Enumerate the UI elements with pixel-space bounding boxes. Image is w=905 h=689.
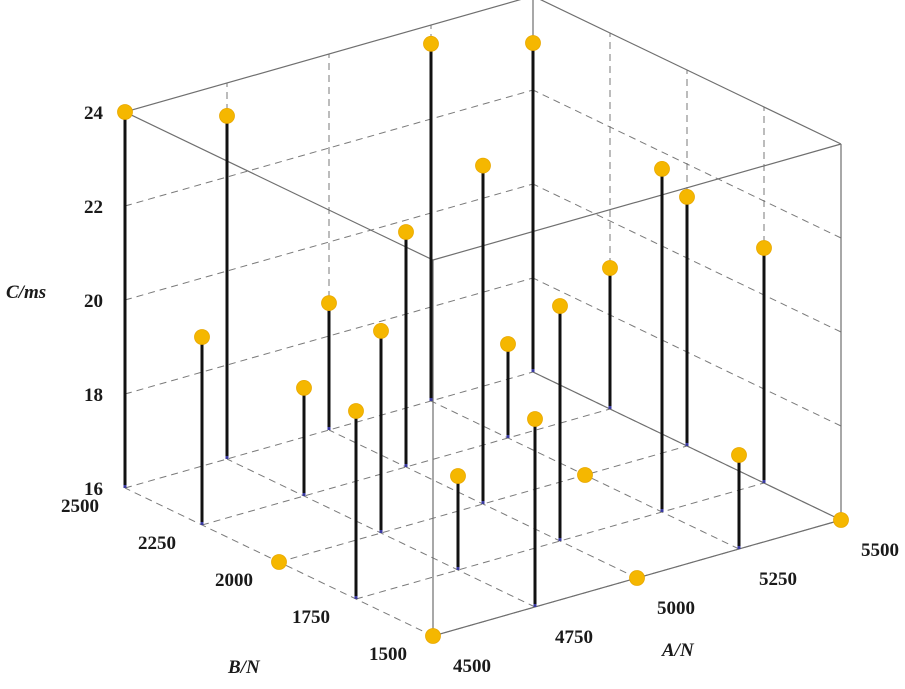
data-point-marker	[525, 35, 541, 51]
box-edge-line	[124, 111, 434, 261]
x-tick-label: 5000	[657, 598, 695, 619]
x-tick-label: 4750	[555, 627, 593, 648]
floor-grid-line	[201, 408, 611, 526]
data-point-marker	[629, 570, 645, 586]
data-point-marker	[475, 157, 491, 174]
z-tick-label: 16	[84, 479, 103, 500]
x-tick-label: 5500	[861, 540, 899, 561]
z-axis-title: C/ms	[6, 282, 46, 303]
markers-layer	[117, 35, 849, 644]
z-tick-label: 20	[84, 291, 103, 312]
z-tick-label: 22	[84, 197, 103, 218]
side-wall-grid-line	[532, 89, 842, 239]
y-axis-title: B/N	[227, 657, 261, 678]
back-wall-grid-line	[124, 89, 534, 207]
data-point-marker	[423, 35, 439, 52]
floor-grid-line	[278, 445, 688, 563]
data-point-marker	[602, 260, 618, 276]
floor-grid-line	[124, 371, 534, 489]
z-tick-label: 24	[84, 103, 104, 124]
data-point-marker	[756, 240, 772, 256]
box-edge-line	[432, 143, 842, 261]
data-point-marker	[194, 329, 210, 345]
data-point-marker	[425, 628, 441, 644]
data-point-marker	[500, 336, 516, 352]
data-point-marker	[117, 104, 133, 120]
x-tick-label: 5250	[759, 569, 797, 590]
y-tick-label: 2250	[138, 533, 176, 554]
floor-grid-line	[355, 482, 765, 600]
box-edge-line	[539, 0, 842, 145]
data-point-marker	[527, 411, 543, 427]
labels-layer: C/ms B/N A/N 16 18 20 22 24 1500 1750 2000 2250 2…	[6, 103, 899, 678]
data-point-marker	[398, 224, 414, 240]
data-point-marker	[833, 512, 849, 528]
data-point-marker	[679, 188, 695, 205]
data-point-marker	[577, 467, 593, 483]
data-point-marker	[348, 403, 364, 419]
back-wall-grid-line	[124, 277, 534, 395]
data-point-marker	[373, 322, 389, 339]
y-tick-label: 2000	[215, 570, 253, 591]
y-tick-label: 1500	[369, 644, 407, 665]
x-tick-label: 4500	[453, 656, 491, 677]
box-edge-line	[124, 0, 522, 113]
data-point-marker	[296, 379, 312, 396]
data-point-marker	[321, 295, 337, 312]
data-point-marker	[654, 160, 670, 177]
y-tick-label: 1750	[292, 607, 330, 628]
data-point-marker	[552, 298, 568, 314]
x-axis-title: A/N	[661, 640, 695, 661]
z-tick-label: 18	[84, 385, 103, 406]
back-wall-grid-line	[124, 183, 534, 301]
data-point-marker	[271, 554, 287, 570]
data-point-marker	[450, 468, 466, 484]
data-point-marker	[219, 108, 235, 124]
data-point-marker	[731, 447, 747, 463]
y-tick-label: 2500	[61, 496, 99, 517]
stems-layer	[123, 43, 766, 607]
